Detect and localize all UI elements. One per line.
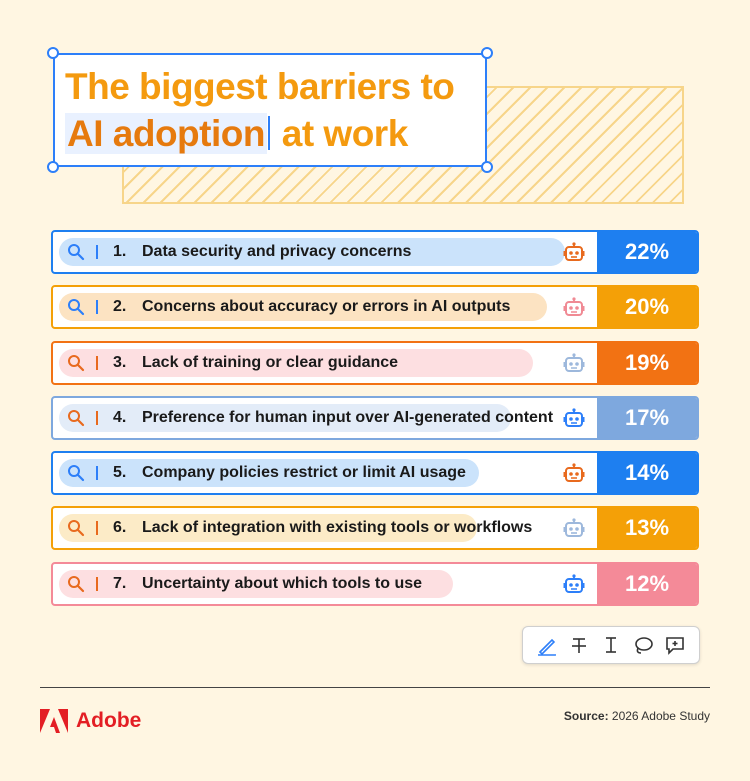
barrier-row: 2. Concerns about accuracy or errors in … xyxy=(51,285,699,330)
cursor-separator xyxy=(96,300,98,315)
row-rank: 6. xyxy=(113,519,127,537)
robot-icon xyxy=(563,574,585,593)
value-bar xyxy=(59,459,479,488)
barrier-row: 7. Uncertainty about which tools to use … xyxy=(51,561,699,606)
row-search-field[interactable]: 5. Company policies restrict or limit AI… xyxy=(53,453,597,493)
search-icon xyxy=(68,465,85,482)
value-bar xyxy=(59,569,453,598)
row-label: Preference for human input over AI-gener… xyxy=(142,408,554,426)
value-bar xyxy=(59,293,547,322)
row-rank: 2. xyxy=(113,298,127,316)
title-line-2: AI adoption at work xyxy=(65,113,408,154)
adobe-wordmark: Adobe xyxy=(76,709,142,732)
text-caret xyxy=(267,116,270,150)
row-rank: 4. xyxy=(113,408,127,426)
cursor-separator xyxy=(96,466,98,481)
page-title: The biggest barriers to AI adoption at w… xyxy=(65,63,481,157)
row-search-field[interactable]: 4. Preference for human input over AI-ge… xyxy=(53,398,597,438)
value-bar xyxy=(59,403,511,432)
cursor-separator xyxy=(96,576,98,591)
value-bar xyxy=(59,514,477,543)
row-search-field[interactable]: 6. Lack of integration with existing too… xyxy=(53,508,597,548)
value-bar xyxy=(59,238,565,266)
resize-handle-top-left[interactable] xyxy=(47,47,59,59)
row-rank: 5. xyxy=(113,464,127,482)
draw-pen-icon[interactable] xyxy=(536,634,558,656)
row-percentage: 19% xyxy=(597,342,697,383)
cursor-separator xyxy=(96,521,98,536)
row-percentage: 20% xyxy=(597,287,697,328)
source-note: Source: 2026 Adobe Study xyxy=(563,709,710,723)
footer-divider xyxy=(40,687,710,688)
annotation-toolbar xyxy=(522,626,700,664)
row-label: Data security and privacy concerns xyxy=(142,243,412,260)
row-label: Uncertainty about which tools to use xyxy=(142,574,423,592)
robot-icon xyxy=(563,242,585,261)
row-search-field[interactable]: 1. Data security and privacy concerns xyxy=(53,232,597,272)
row-rank: 1. xyxy=(113,243,127,260)
robot-icon xyxy=(563,518,585,538)
text-cursor-icon[interactable] xyxy=(600,634,622,656)
barrier-row: 5. Company policies restrict or limit AI… xyxy=(51,451,699,496)
row-search-field[interactable]: 2. Concerns about accuracy or errors in … xyxy=(53,287,597,327)
row-percentage: 17% xyxy=(597,397,697,438)
row-label: Lack of training or clear guidance xyxy=(142,353,399,371)
search-icon xyxy=(68,354,85,371)
cursor-separator xyxy=(96,410,98,425)
robot-icon xyxy=(563,408,585,427)
adobe-logo-icon xyxy=(40,709,68,733)
row-percentage: 13% xyxy=(597,508,697,549)
value-bar xyxy=(59,348,533,377)
barrier-row: 1. Data security and privacy concerns 22… xyxy=(51,230,699,274)
resize-handle-top-right[interactable] xyxy=(481,47,493,59)
search-icon xyxy=(68,299,85,316)
title-text-box[interactable]: The biggest barriers to AI adoption at w… xyxy=(47,47,493,173)
lasso-icon[interactable] xyxy=(632,634,654,656)
row-rank: 7. xyxy=(113,574,127,592)
strikethrough-icon[interactable] xyxy=(568,634,590,656)
search-icon xyxy=(68,575,85,592)
cursor-separator xyxy=(96,355,98,370)
title-highlight: AI adoption xyxy=(65,113,267,154)
barrier-row: 3. Lack of training or clear guidance 19… xyxy=(51,340,699,385)
row-rank: 3. xyxy=(113,353,127,371)
robot-icon xyxy=(563,352,585,372)
barrier-row: 6. Lack of integration with existing too… xyxy=(51,506,699,551)
row-label: Concerns about accuracy or errors in AI … xyxy=(142,298,511,316)
search-icon xyxy=(68,409,85,426)
title-line-1: The biggest barriers to xyxy=(65,66,455,107)
cursor-separator xyxy=(96,245,98,259)
row-label: Lack of integration with existing tools … xyxy=(142,519,533,537)
row-search-field[interactable]: 7. Uncertainty about which tools to use xyxy=(53,564,597,604)
resize-handle-bottom-left[interactable] xyxy=(47,161,59,173)
search-icon xyxy=(68,520,85,537)
row-search-field[interactable]: 3. Lack of training or clear guidance xyxy=(53,343,597,383)
robot-icon xyxy=(563,463,585,483)
barrier-list: 1. Data security and privacy concerns 22… xyxy=(51,230,699,617)
row-percentage: 12% xyxy=(597,563,697,604)
barrier-row: 4. Preference for human input over AI-ge… xyxy=(51,395,699,440)
robot-icon xyxy=(563,297,585,317)
search-icon xyxy=(68,244,85,261)
row-percentage: 14% xyxy=(597,453,697,494)
resize-handle-bottom-right[interactable] xyxy=(481,161,493,173)
add-comment-icon[interactable] xyxy=(664,634,686,656)
row-label: Company policies restrict or limit AI us… xyxy=(142,464,466,482)
row-percentage: 22% xyxy=(597,232,697,272)
